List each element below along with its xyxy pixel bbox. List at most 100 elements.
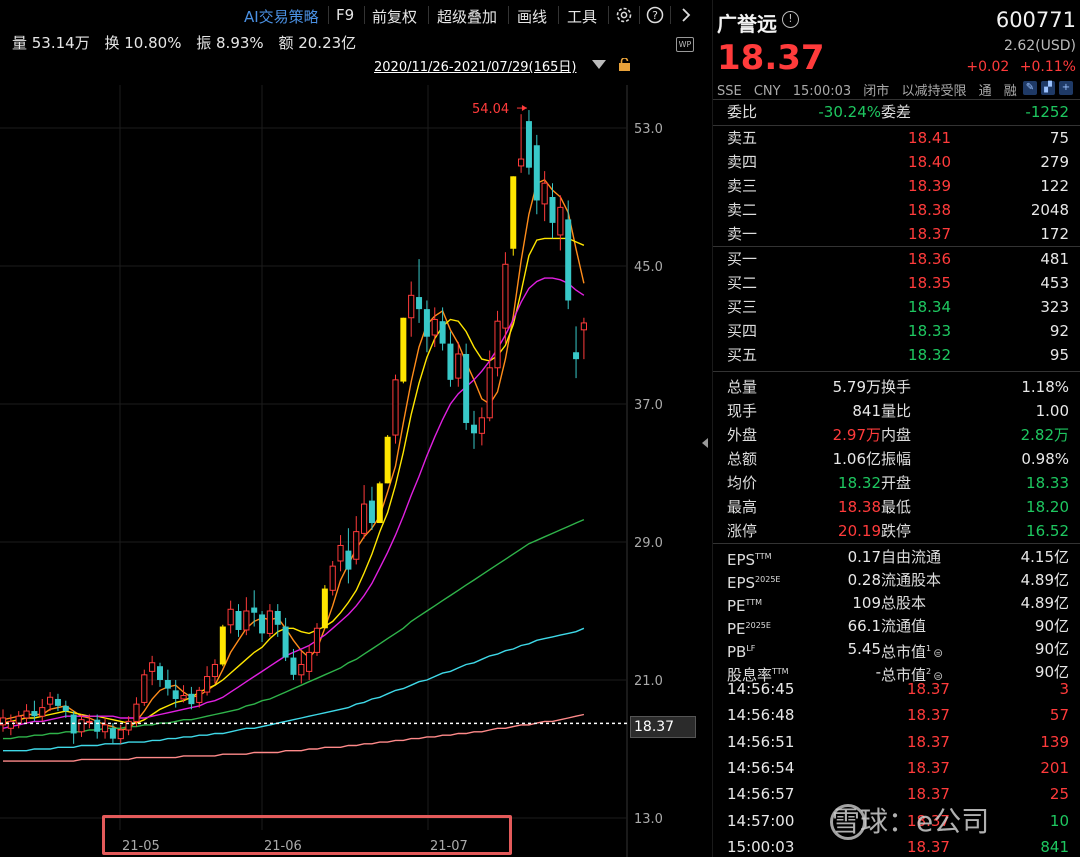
candle-body <box>321 588 328 629</box>
candle-body <box>392 379 399 436</box>
tick-row: 14:56:57 18.37 25 <box>725 781 1069 807</box>
chevron-right-icon[interactable] <box>677 6 695 24</box>
fundamental-value: 109 <box>852 594 881 612</box>
stat-label: 振幅 <box>881 450 912 468</box>
tools-button[interactable]: 工具 <box>567 8 598 26</box>
candle-body <box>368 500 375 524</box>
tick-volume: 201 <box>1040 758 1069 777</box>
weibi-value: -30.24% <box>818 103 881 121</box>
turnover-stat: 换 10.80% <box>104 34 182 52</box>
tick-volume: 3 <box>1059 680 1069 698</box>
ask-volume: 2048 <box>1030 201 1069 219</box>
candle-body <box>54 698 61 706</box>
kline-chart-pane[interactable]: 53.0 45.0 37.0 29.0 21.0 13.0 21-05 21-06 21-07 5… <box>0 0 706 857</box>
date-range-label[interactable]: 2020/11/26-2021/07/29(165日) <box>374 60 577 75</box>
candle-body <box>125 720 132 731</box>
quote-panel: 广誉远 ! 600771 18.37 2.62(USD) +0.02 +0.11… <box>712 0 1080 857</box>
fundamental-value: 66.1 <box>847 617 881 635</box>
fundamental-label-text: PE <box>727 620 746 638</box>
price-adjust-button[interactable]: 前复权 <box>372 8 418 26</box>
candle-body <box>0 717 7 726</box>
currency-toggle-icon[interactable]: ⊜ <box>933 669 944 683</box>
candle-body <box>345 550 352 570</box>
fundamental-label-sup: LF <box>746 644 756 653</box>
range-dropdown-icon[interactable] <box>592 60 606 69</box>
super-overlay-button[interactable]: 超级叠加 <box>437 8 498 26</box>
candle-body <box>204 676 211 693</box>
fundamental-label-text: 自由流通 <box>881 548 942 566</box>
settings-gear-icon[interactable] <box>615 6 633 24</box>
ask-label: 卖二 <box>727 201 758 219</box>
fundamental-label-sup: TTM <box>745 598 763 607</box>
fundamental-label: 自由流通 <box>881 545 941 569</box>
fundamental-value: - <box>875 663 881 681</box>
add-icon[interactable]: + <box>1059 81 1073 95</box>
f9-button[interactable]: F9 <box>336 6 355 24</box>
current-price-tag: 18.37 <box>630 716 696 738</box>
candle-body <box>78 719 85 733</box>
candle-body <box>290 657 297 675</box>
tong-label: 通 <box>978 84 992 99</box>
candle-body <box>518 158 525 167</box>
candle-body <box>188 693 195 705</box>
fundamental-label-text: 总市值 <box>881 666 927 684</box>
candle-body <box>525 121 532 168</box>
ai-strategy-button[interactable]: AI交易策略 <box>244 8 319 26</box>
tick-volume: 57 <box>1049 706 1069 725</box>
bid-row: 买四 18.33 92 <box>725 319 1069 343</box>
tick-time: 14:56:48 <box>727 706 795 725</box>
help-icon[interactable]: ? <box>646 6 664 24</box>
candle-body <box>573 352 580 360</box>
weibi-row: 委比 -30.24% 委差 -1252 <box>725 100 1069 124</box>
wp-badge-icon[interactable]: WP <box>676 37 694 52</box>
stat-label: 最高 <box>727 498 758 516</box>
ask-price: 18.40 <box>908 153 951 171</box>
fundamental-label-sup: TTM <box>772 667 789 676</box>
weicha-label: 委差 <box>881 103 912 121</box>
divider <box>713 246 1080 247</box>
edit-icon[interactable]: ✎ <box>1023 81 1037 95</box>
candle-body <box>47 696 54 705</box>
stat-value: 2.97万 <box>832 426 881 444</box>
stat-value: 0.98% <box>1021 450 1069 468</box>
fundamental-row: PE2025E 66.1 流通值 90亿 <box>725 614 1069 638</box>
info-icon[interactable]: ! <box>782 11 799 28</box>
chart-icon[interactable]: ▞ <box>1041 81 1055 95</box>
fundamental-value: 5.45 <box>847 640 881 658</box>
candle-body <box>557 206 564 236</box>
fundamental-row: PETTM 109 总股本 4.89亿 <box>725 591 1069 615</box>
ask-price: 18.41 <box>908 129 951 147</box>
max-marker-arrow <box>521 105 527 112</box>
candle-body <box>117 729 124 740</box>
svg-text:?: ? <box>652 9 658 22</box>
bid-price: 18.35 <box>908 274 951 292</box>
candle-body <box>62 705 69 712</box>
candle-body <box>313 627 321 653</box>
fundamental-value: 90亿 <box>1034 617 1069 635</box>
max-marker-label: 54.04 <box>472 102 509 117</box>
candle-body <box>431 318 438 336</box>
fundamental-label-text: PB <box>727 643 747 661</box>
kline-chart[interactable]: 53.0 45.0 37.0 29.0 21.0 13.0 21-05 21-06 21-07 5… <box>0 0 706 857</box>
candle-body <box>400 317 407 382</box>
restriction-label: 以减持受限 <box>901 84 967 99</box>
fundamental-label-sup: TTM <box>755 552 772 561</box>
lock-icon[interactable] <box>618 58 631 71</box>
x-tick-label: 21-05 <box>122 839 160 854</box>
bid-label: 买四 <box>727 322 758 340</box>
stat-label: 换手 <box>881 378 912 396</box>
tick-price: 18.37 <box>907 785 950 804</box>
currency-toggle-icon[interactable]: ⊜ <box>933 646 944 660</box>
ma-line-ma250 <box>3 713 585 762</box>
bid-volume: 95 <box>1049 346 1069 364</box>
bid-volume: 323 <box>1040 298 1069 316</box>
candle-body <box>463 353 470 423</box>
candle-body <box>243 610 250 631</box>
candle-body <box>376 483 383 524</box>
candle-body <box>298 663 305 676</box>
draw-line-button[interactable]: 画线 <box>517 8 548 26</box>
stat-row: 最高 18.38 最低 18.20 <box>725 495 1069 519</box>
market-state: 闭市 <box>863 84 890 99</box>
toolbar-divider <box>328 6 329 24</box>
collapse-panel-icon[interactable] <box>702 438 708 448</box>
